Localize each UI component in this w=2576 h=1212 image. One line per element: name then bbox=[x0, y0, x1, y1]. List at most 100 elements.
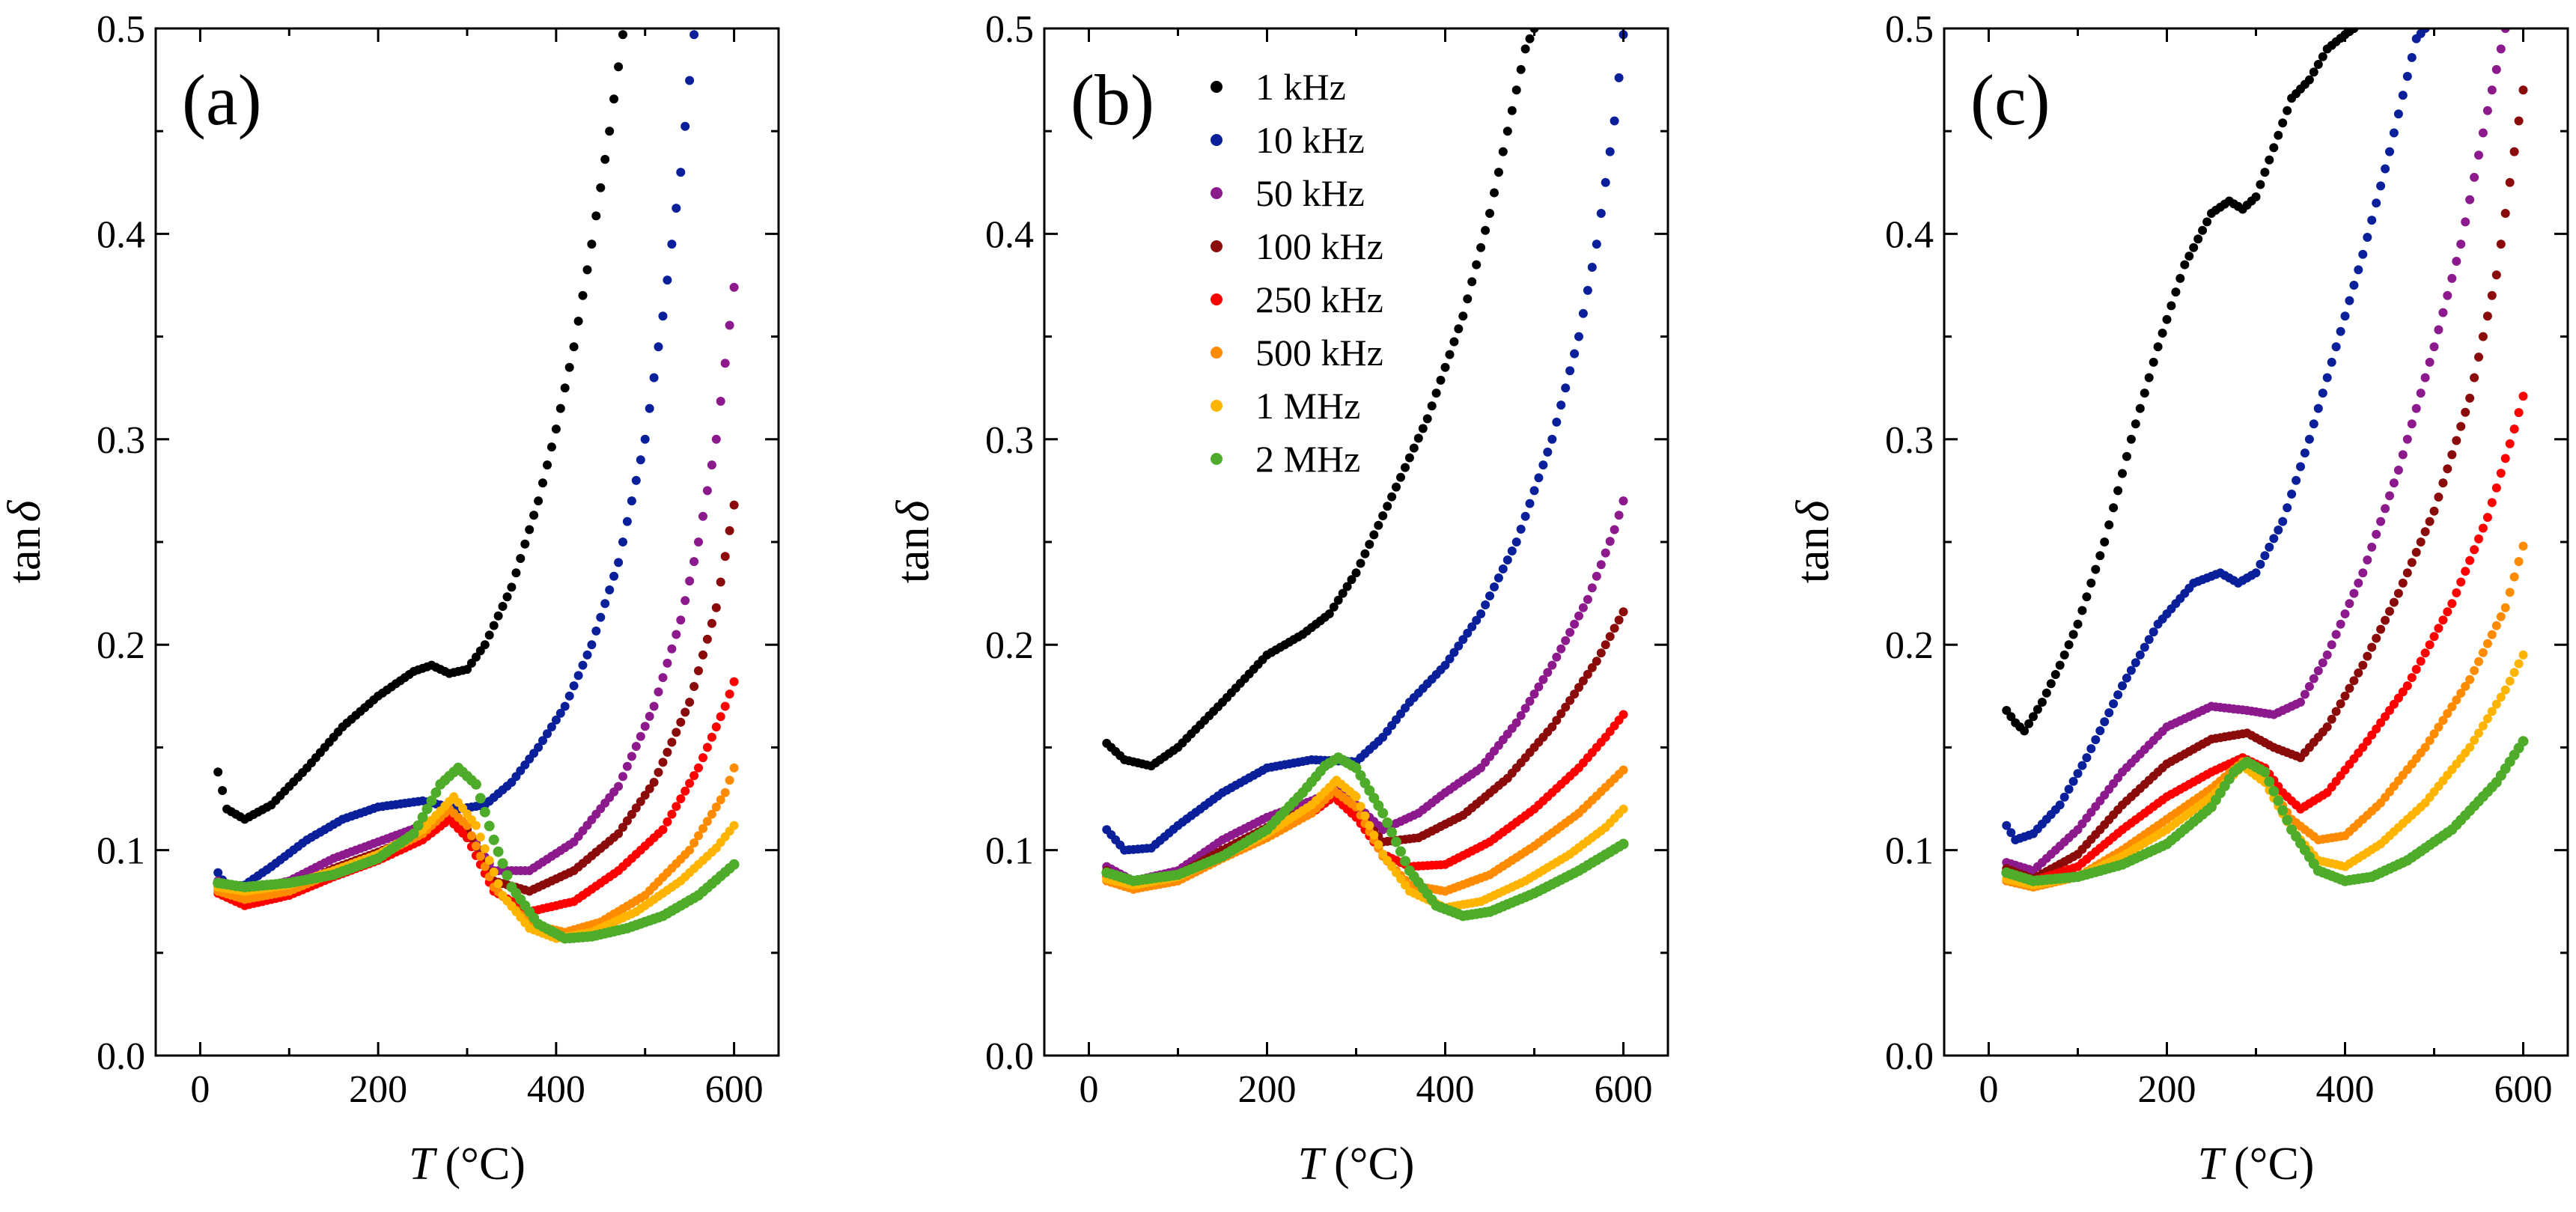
data-point bbox=[2514, 659, 2524, 669]
data-point bbox=[716, 577, 725, 587]
data-point bbox=[2050, 670, 2060, 679]
data-point bbox=[213, 868, 223, 877]
panel-a: 0 200 400 600 0.0 0.1 0.2 0.3 0.4 0.5 T (°C) tan δ (a) bbox=[0, 8, 780, 1190]
data-point bbox=[2273, 795, 2284, 806]
data-point bbox=[2340, 691, 2350, 701]
data-point bbox=[1400, 856, 1410, 867]
data-point bbox=[694, 538, 703, 546]
data-point bbox=[2496, 612, 2506, 621]
data-point bbox=[720, 701, 730, 711]
data-point bbox=[2514, 557, 2524, 567]
data-point bbox=[698, 511, 707, 521]
data-point bbox=[698, 650, 707, 660]
data-point bbox=[2482, 714, 2492, 723]
panel-label: (c) bbox=[1970, 60, 2050, 140]
data-point bbox=[2006, 828, 2016, 838]
panel-c: 0 200 400 600 0.0 0.1 0.2 0.3 0.4 0.5 T (°C) tan δ (c) bbox=[1788, 8, 2569, 1190]
data-point bbox=[2086, 744, 2096, 754]
data-point bbox=[707, 732, 716, 742]
y-axis-label-main: tan bbox=[1788, 527, 1839, 584]
data-point bbox=[2068, 630, 2078, 639]
data-point bbox=[2144, 635, 2154, 645]
data-point bbox=[2478, 128, 2488, 138]
data-point bbox=[2029, 712, 2038, 722]
data-point bbox=[649, 778, 659, 787]
data-point bbox=[2385, 147, 2394, 156]
data-point bbox=[729, 500, 739, 510]
data-point bbox=[2149, 627, 2158, 637]
data-point bbox=[1520, 511, 1530, 521]
data-point bbox=[569, 342, 579, 352]
data-point bbox=[698, 753, 707, 763]
data-point bbox=[1391, 836, 1401, 847]
y-tick-label: 0.5 bbox=[97, 8, 145, 51]
data-point bbox=[2363, 555, 2372, 564]
data-point bbox=[2265, 155, 2274, 165]
data-point bbox=[711, 434, 721, 444]
data-point bbox=[2443, 464, 2452, 474]
data-point bbox=[2287, 490, 2297, 499]
data-point bbox=[564, 362, 574, 372]
data-point bbox=[600, 599, 610, 609]
data-point bbox=[534, 743, 543, 752]
data-point bbox=[2482, 106, 2492, 115]
data-point bbox=[614, 782, 624, 791]
data-point bbox=[2363, 233, 2372, 242]
data-point bbox=[2402, 72, 2412, 81]
data-point bbox=[680, 121, 690, 131]
data-point bbox=[1583, 669, 1592, 679]
data-point bbox=[2064, 785, 2074, 794]
data-point bbox=[2443, 290, 2452, 300]
data-point bbox=[2020, 726, 2030, 736]
data-point bbox=[2113, 690, 2123, 700]
data-point bbox=[1516, 524, 1526, 534]
data-point bbox=[2474, 150, 2483, 160]
data-point bbox=[725, 526, 734, 535]
y-axis-label-main: tan bbox=[888, 527, 939, 584]
data-point bbox=[1431, 389, 1441, 398]
data-point bbox=[1552, 716, 1562, 725]
data-point bbox=[1463, 294, 1473, 304]
data-point bbox=[627, 496, 636, 506]
data-point bbox=[2318, 389, 2327, 398]
data-point bbox=[2309, 419, 2318, 429]
data-point bbox=[2452, 588, 2461, 597]
data-point bbox=[534, 496, 543, 506]
data-point bbox=[551, 715, 561, 725]
data-point bbox=[1476, 243, 1486, 252]
data-point bbox=[725, 776, 734, 785]
x-axis-label-unit: (°C) bbox=[1334, 1139, 1414, 1190]
data-point bbox=[1578, 308, 1588, 318]
series-2-mhz bbox=[213, 762, 740, 944]
data-point bbox=[2411, 547, 2421, 557]
data-point bbox=[1534, 473, 1544, 483]
data-point bbox=[1525, 499, 1535, 508]
data-point bbox=[2376, 624, 2386, 634]
data-point bbox=[667, 737, 677, 747]
data-point bbox=[1409, 443, 1419, 453]
data-point bbox=[1570, 619, 1580, 629]
data-point bbox=[609, 571, 619, 581]
data-point bbox=[507, 582, 517, 592]
data-point bbox=[2491, 699, 2501, 709]
data-point bbox=[587, 640, 597, 650]
data-point bbox=[2327, 640, 2336, 650]
data-point bbox=[707, 809, 716, 819]
data-point bbox=[1467, 622, 1477, 632]
plot-frame bbox=[1943, 27, 2569, 1057]
data-point bbox=[2505, 676, 2515, 686]
data-point bbox=[1601, 177, 1610, 187]
data-point bbox=[1498, 147, 1508, 156]
x-axis-label-symbol: T bbox=[1298, 1139, 1327, 1190]
data-point bbox=[2006, 712, 2016, 722]
series-1-khz bbox=[2002, 28, 2359, 736]
data-point bbox=[2491, 64, 2501, 74]
data-point bbox=[520, 539, 530, 549]
data-point bbox=[2340, 311, 2350, 321]
data-point bbox=[2140, 642, 2149, 652]
data-point bbox=[502, 592, 512, 602]
data-point bbox=[2149, 357, 2158, 367]
data-point bbox=[680, 596, 690, 606]
legend-marker bbox=[1211, 347, 1222, 359]
legend-marker bbox=[1211, 400, 1222, 412]
